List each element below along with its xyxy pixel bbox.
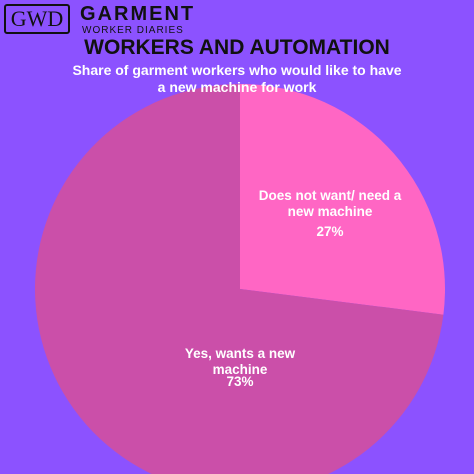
slice-value-label: 27%: [316, 224, 344, 239]
logo-tagline: WORKER DIARIES: [82, 25, 184, 36]
chart-title: WORKERS AND AUTOMATION: [84, 36, 390, 59]
pie-slice: [240, 84, 445, 315]
pie-slice: [35, 84, 444, 474]
chart-subtitle: Share of garment workers who would like …: [72, 62, 402, 95]
slice-label: Yes, wants a new machine: [184, 346, 296, 377]
slice-label: Does not want/ need a new machine: [258, 188, 402, 219]
logo-mark: GWD: [4, 4, 70, 34]
logo-name: GARMENT: [80, 3, 196, 25]
slice-value-label: 73%: [226, 374, 254, 389]
